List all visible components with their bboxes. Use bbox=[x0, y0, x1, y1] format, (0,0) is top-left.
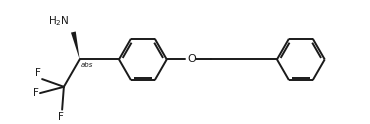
Text: F: F bbox=[58, 112, 64, 122]
Text: F: F bbox=[33, 88, 38, 98]
Text: O: O bbox=[187, 54, 196, 64]
Text: F: F bbox=[35, 68, 41, 78]
Text: H$_2$N: H$_2$N bbox=[48, 14, 69, 28]
Polygon shape bbox=[71, 31, 80, 59]
Text: abs: abs bbox=[81, 62, 94, 68]
